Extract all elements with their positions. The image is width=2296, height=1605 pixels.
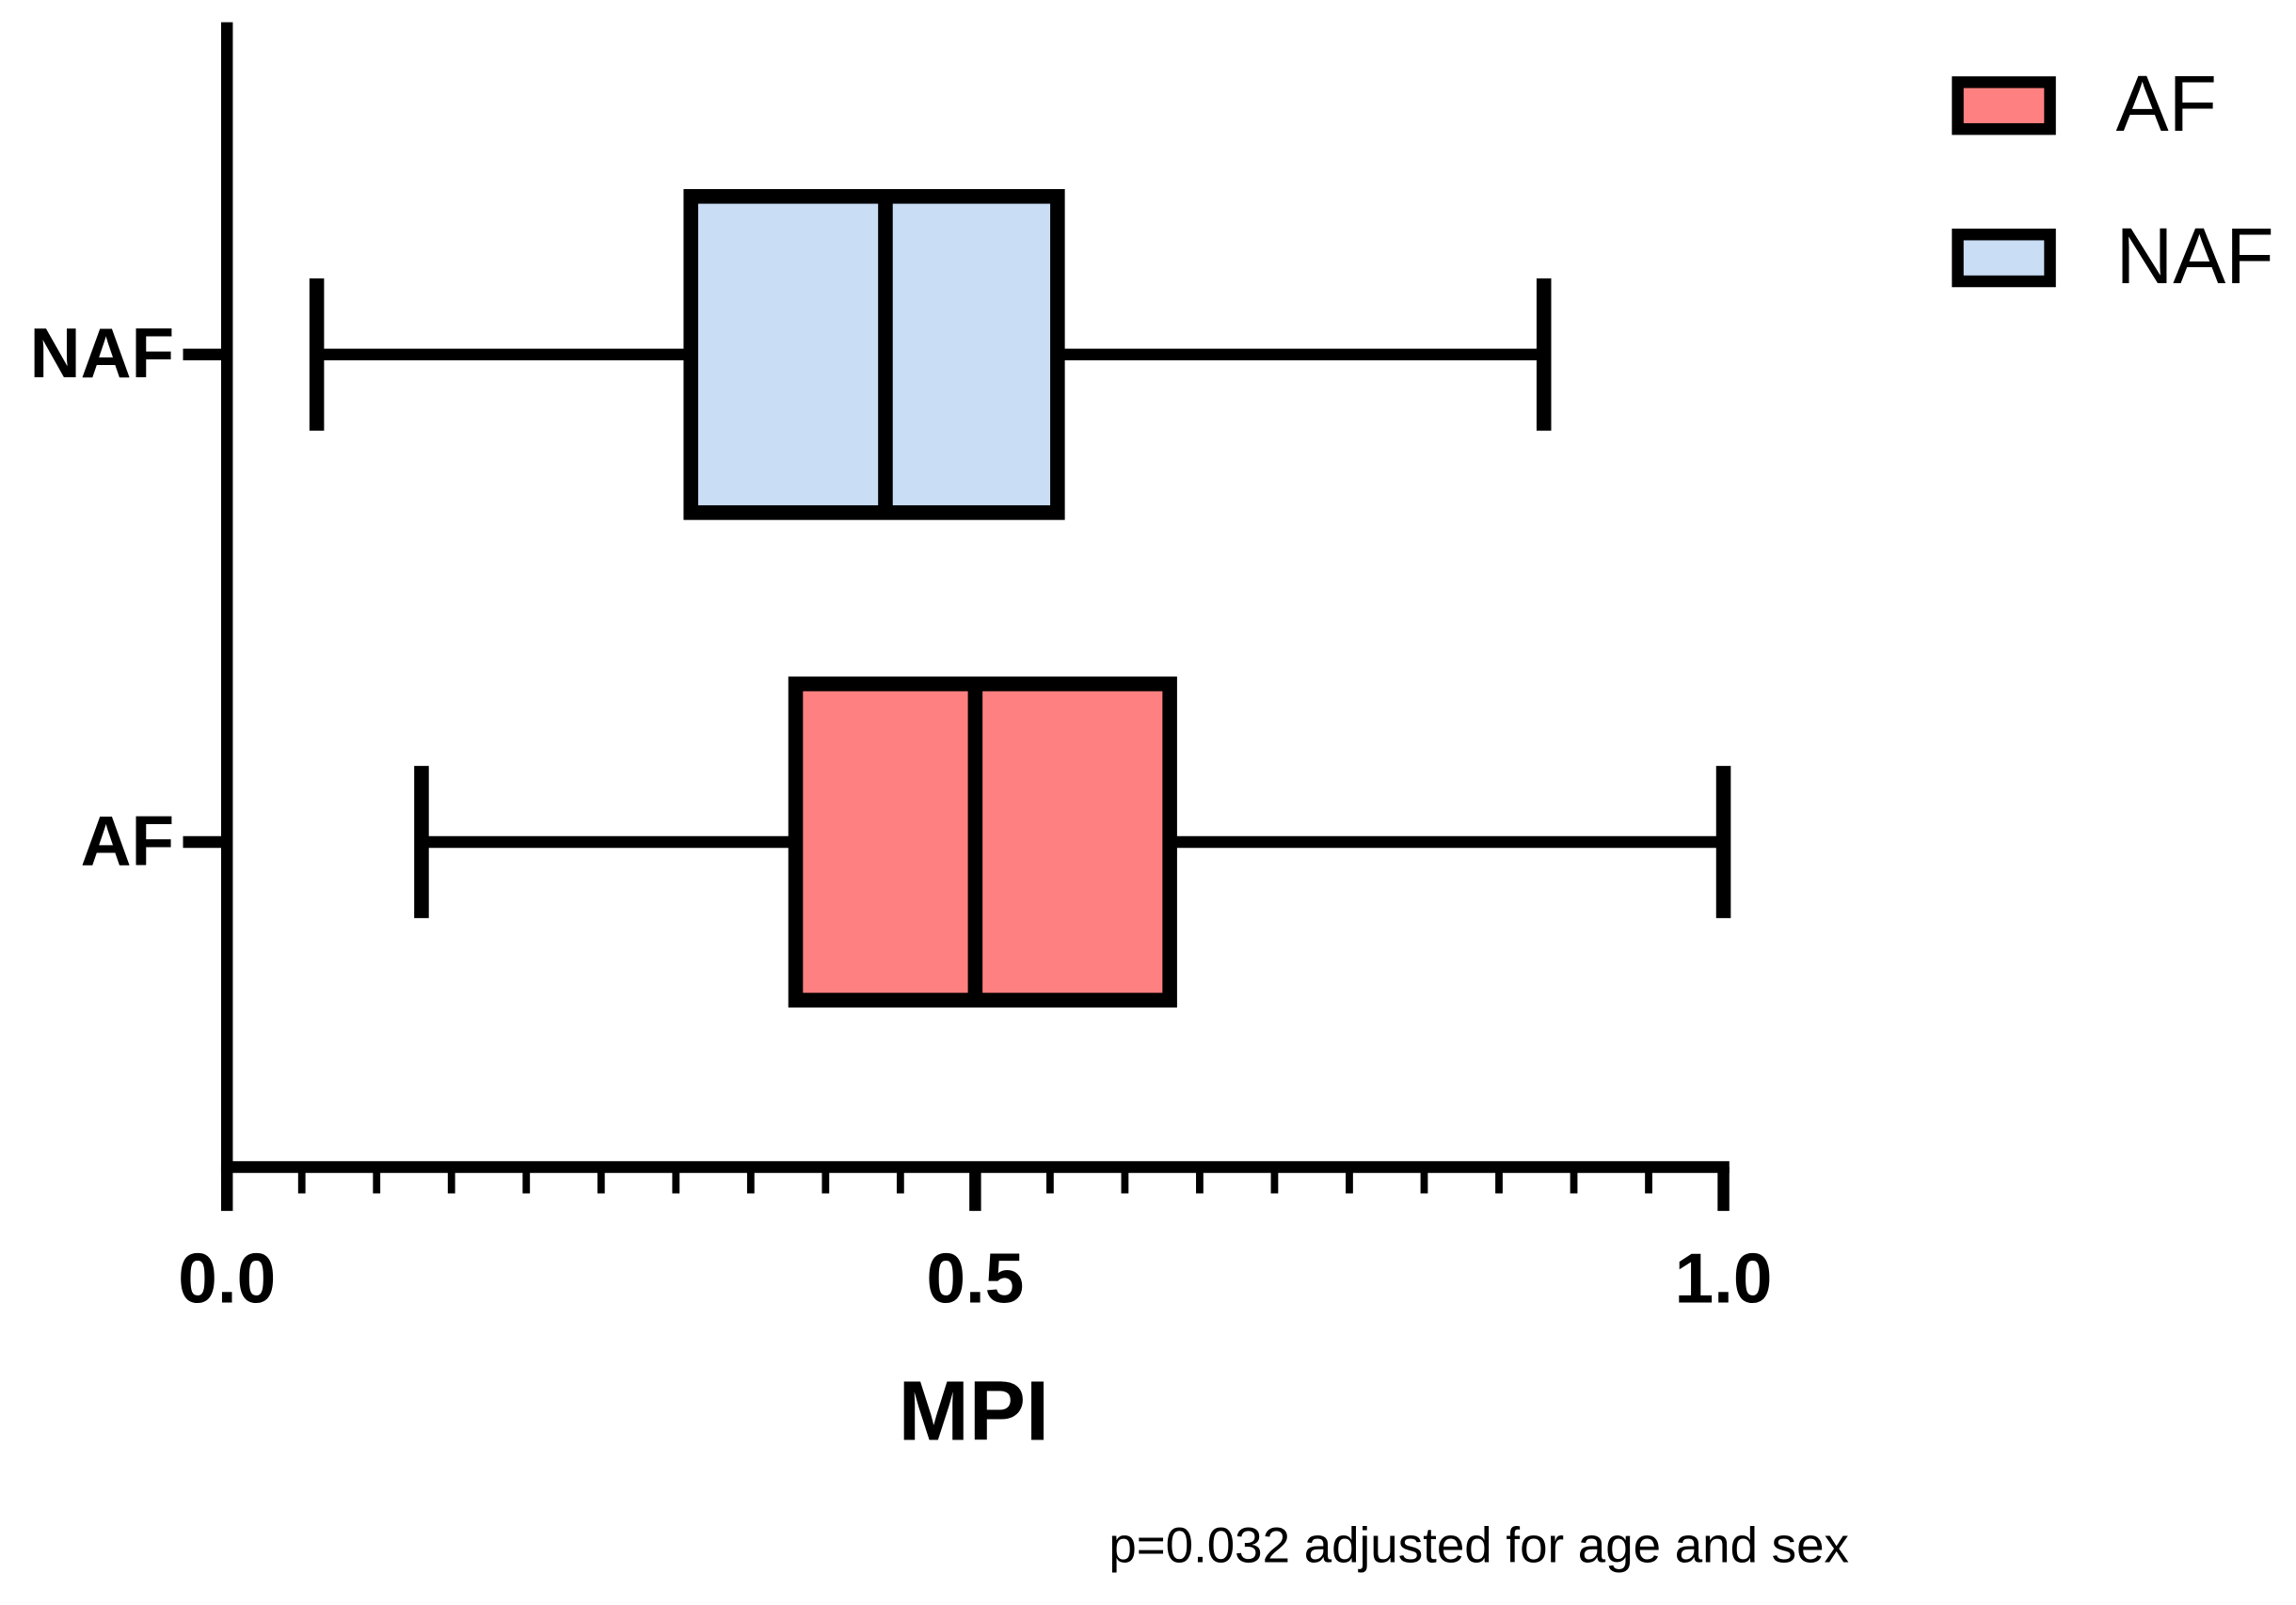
x-tick-label: 0.5 [926,1239,1024,1318]
footnote: p=0.032 adjusted for age and sex [1108,1518,1849,1574]
legend-label: NAF [2116,212,2274,300]
box [683,188,1065,520]
legend-swatch [1952,76,2056,135]
x-tick-label: 1.0 [1675,1239,1773,1318]
y-tick-label: AF [81,801,175,880]
x-axis-label: MPI [899,1363,1049,1458]
box [788,676,1177,1008]
x-tick-label: 0.0 [178,1239,276,1318]
legend-label: AF [2116,59,2217,148]
y-tick-label: NAF [30,313,175,392]
legend-swatch [1952,229,2056,288]
